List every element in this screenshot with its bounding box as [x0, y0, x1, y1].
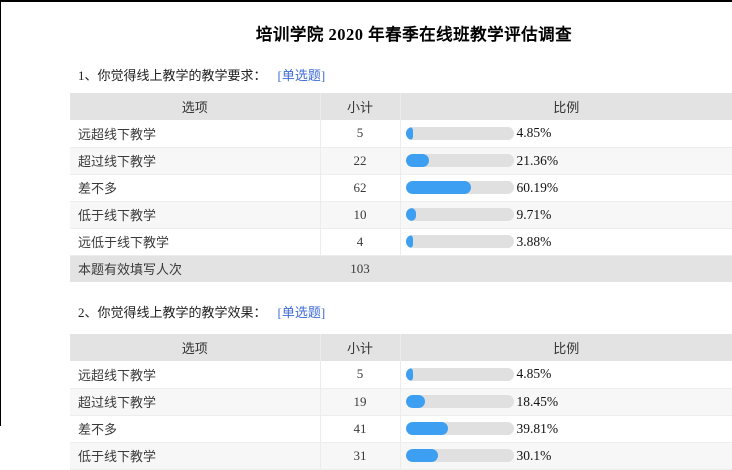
table-row: 差不多 41 39.81% [70, 415, 732, 442]
ratio-cell: 4.85% [400, 361, 732, 388]
option-cell: 低于线下教学 [70, 442, 320, 469]
survey-report-page: 培训学院 2020 年春季在线班教学评估调查 1、你觉得线上教学的教学要求： [单… [70, 0, 732, 470]
option-cell: 远超线下教学 [70, 120, 320, 147]
percent-bar: 30.1% [406, 448, 732, 464]
percent-label: 39.81% [517, 421, 559, 437]
column-header-count: 小计 [320, 93, 400, 120]
count-cell: 41 [320, 415, 400, 442]
percent-label: 9.71% [517, 207, 552, 223]
percent-bar-fill [406, 154, 429, 167]
percent-bar: 4.85% [406, 125, 732, 141]
percent-bar: 60.19% [406, 180, 732, 196]
percent-bar-fill [406, 235, 413, 248]
column-header-count: 小计 [320, 334, 400, 361]
ratio-cell: 9.71% [400, 201, 732, 228]
percent-bar-track [406, 208, 514, 221]
percent-bar-track [406, 154, 514, 167]
page-title: 培训学院 2020 年春季在线班教学评估调查 [83, 24, 732, 45]
option-cell: 超过线下教学 [70, 388, 320, 415]
total-row: 本题有效填写人次 103 [70, 255, 732, 282]
percent-bar: 18.45% [406, 394, 732, 410]
ratio-cell: 30.1% [400, 442, 732, 469]
count-cell: 4 [320, 228, 400, 255]
percent-bar: 21.36% [406, 153, 732, 169]
percent-label: 4.85% [517, 366, 552, 382]
table-row: 超过线下教学 22 21.36% [70, 147, 732, 174]
percent-label: 4.85% [517, 125, 552, 141]
count-cell: 5 [320, 361, 400, 388]
total-count-cell: 103 [320, 255, 400, 282]
table-row: 远超线下教学 5 4.85% [70, 120, 732, 147]
percent-bar-fill [406, 127, 413, 140]
percent-bar-track [406, 181, 514, 194]
column-header-ratio: 比例 [400, 93, 732, 120]
percent-bar: 9.71% [406, 207, 732, 223]
percent-bar-track [406, 395, 514, 408]
percent-bar-track [406, 127, 514, 140]
ratio-cell: 39.81% [400, 415, 732, 442]
table-row: 低于线下教学 31 30.1% [70, 442, 732, 469]
percent-label: 18.45% [517, 394, 559, 410]
percent-bar-fill [406, 208, 416, 221]
ratio-cell: 3.88% [400, 228, 732, 255]
count-cell: 19 [320, 388, 400, 415]
question-1-type-link[interactable]: [单选题] [278, 68, 326, 83]
option-cell: 低于线下教学 [70, 201, 320, 228]
option-cell: 远超线下教学 [70, 361, 320, 388]
percent-bar-fill [406, 368, 413, 381]
percent-label: 3.88% [517, 234, 552, 250]
question-2-heading: 2、你觉得线上教学的教学效果： [单选题] [70, 304, 732, 321]
percent-bar: 3.88% [406, 234, 732, 250]
question-2-type-link[interactable]: [单选题] [278, 305, 326, 320]
percent-bar-fill [406, 181, 471, 194]
table-header-row: 选项 小计 比例 [70, 93, 732, 120]
table-header-row: 选项 小计 比例 [70, 334, 732, 361]
percent-label: 30.1% [517, 448, 552, 464]
percent-bar: 4.85% [406, 366, 732, 382]
table-row: 远超线下教学 5 4.85% [70, 361, 732, 388]
question-1-text: 1、你觉得线上教学的教学要求： [78, 68, 267, 83]
option-cell: 超过线下教学 [70, 147, 320, 174]
ratio-cell: 60.19% [400, 174, 732, 201]
count-cell: 62 [320, 174, 400, 201]
table-row: 低于线下教学 10 9.71% [70, 201, 732, 228]
percent-bar-track [406, 449, 514, 462]
question-2-results-table: 选项 小计 比例 远超线下教学 5 4.85% 超过线下教学 19 [70, 334, 732, 470]
question-1-heading: 1、你觉得线上教学的教学要求： [单选题] [70, 67, 732, 84]
percent-bar-track [406, 235, 514, 248]
table-row: 超过线下教学 19 18.45% [70, 388, 732, 415]
count-cell: 31 [320, 442, 400, 469]
percent-bar-track [406, 422, 514, 435]
percent-bar-track [406, 368, 514, 381]
percent-bar-fill [406, 422, 449, 435]
option-cell: 差不多 [70, 174, 320, 201]
percent-label: 60.19% [517, 180, 559, 196]
ratio-cell: 4.85% [400, 120, 732, 147]
window-left-border [0, 0, 1, 426]
ratio-cell: 21.36% [400, 147, 732, 174]
column-header-option: 选项 [70, 334, 320, 361]
percent-bar-fill [406, 449, 439, 462]
total-ratio-cell [400, 255, 732, 282]
column-header-ratio: 比例 [400, 334, 732, 361]
ratio-cell: 18.45% [400, 388, 732, 415]
total-label-cell: 本题有效填写人次 [70, 255, 320, 282]
count-cell: 5 [320, 120, 400, 147]
percent-bar-fill [406, 395, 426, 408]
percent-bar: 39.81% [406, 421, 732, 437]
question-1-results-table: 选项 小计 比例 远超线下教学 5 4.85% 超过线下教学 22 [70, 93, 732, 282]
count-cell: 10 [320, 201, 400, 228]
option-cell: 远低于线下教学 [70, 228, 320, 255]
question-2-text: 2、你觉得线上教学的教学效果： [78, 305, 267, 320]
table-row: 远低于线下教学 4 3.88% [70, 228, 732, 255]
column-header-option: 选项 [70, 93, 320, 120]
percent-label: 21.36% [517, 153, 559, 169]
option-cell: 差不多 [70, 415, 320, 442]
table-row: 差不多 62 60.19% [70, 174, 732, 201]
count-cell: 22 [320, 147, 400, 174]
